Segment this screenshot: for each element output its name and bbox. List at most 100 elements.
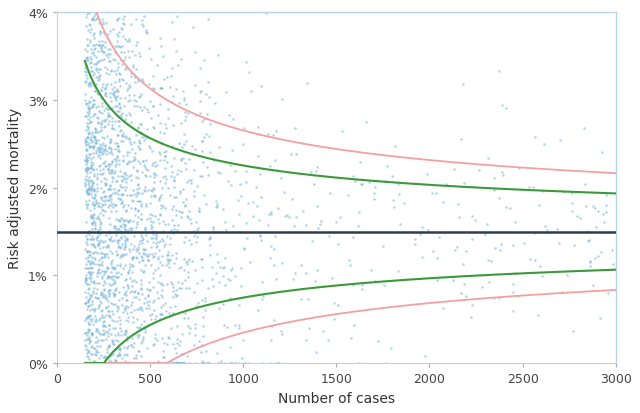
- Point: [91, 85, 101, 92]
- Point: [86, 166, 96, 172]
- Point: [86, 57, 96, 63]
- Point: [106, 259, 116, 266]
- Point: [134, 360, 144, 366]
- Point: [91, 42, 101, 48]
- Point: [81, 276, 92, 282]
- Point: [109, 360, 119, 366]
- Point: [111, 360, 121, 366]
- Point: [120, 331, 130, 337]
- Point: [173, 360, 183, 366]
- Point: [81, 360, 92, 366]
- Point: [92, 171, 102, 178]
- Point: [93, 269, 103, 276]
- Point: [95, 298, 106, 305]
- Point: [177, 169, 187, 175]
- Point: [112, 303, 122, 309]
- Point: [194, 338, 204, 344]
- Point: [83, 326, 93, 332]
- Point: [119, 133, 129, 140]
- Point: [116, 234, 126, 240]
- Point: [114, 16, 124, 23]
- Point: [106, 360, 116, 366]
- Point: [92, 360, 102, 366]
- Point: [82, 157, 92, 164]
- Point: [127, 255, 137, 261]
- Point: [81, 360, 92, 366]
- Point: [603, 290, 613, 297]
- Point: [152, 138, 163, 145]
- Point: [99, 269, 109, 275]
- Point: [120, 222, 130, 229]
- Point: [127, 283, 138, 290]
- Point: [167, 217, 177, 223]
- Point: [99, 360, 109, 366]
- Point: [121, 327, 131, 333]
- Point: [175, 360, 185, 366]
- Point: [148, 342, 158, 349]
- Point: [93, 251, 103, 257]
- Point: [136, 211, 147, 218]
- Point: [95, 210, 106, 217]
- Point: [114, 119, 124, 126]
- Point: [160, 206, 170, 212]
- Point: [84, 269, 94, 276]
- Point: [81, 56, 92, 63]
- Point: [497, 170, 508, 176]
- Point: [580, 181, 591, 188]
- Point: [92, 148, 102, 155]
- Point: [81, 142, 91, 148]
- Point: [182, 261, 192, 267]
- Point: [97, 254, 107, 261]
- Point: [118, 344, 129, 351]
- Point: [93, 360, 103, 366]
- Point: [264, 211, 274, 218]
- Point: [349, 322, 359, 328]
- Point: [137, 107, 147, 114]
- Point: [86, 331, 97, 338]
- Point: [180, 196, 191, 202]
- Point: [250, 184, 260, 190]
- Point: [117, 133, 127, 140]
- Point: [140, 227, 150, 234]
- Point: [121, 179, 131, 185]
- Point: [388, 204, 399, 210]
- Point: [266, 243, 276, 250]
- Point: [147, 149, 157, 155]
- Point: [85, 292, 95, 298]
- Point: [83, 360, 93, 366]
- Point: [100, 360, 110, 366]
- Point: [176, 285, 186, 292]
- Point: [88, 171, 99, 178]
- Point: [81, 138, 92, 145]
- Point: [99, 294, 109, 300]
- Point: [113, 33, 123, 40]
- Point: [143, 293, 153, 299]
- Point: [202, 112, 212, 118]
- Point: [270, 157, 280, 164]
- Point: [127, 360, 138, 366]
- Point: [124, 37, 134, 44]
- Point: [89, 52, 99, 59]
- Point: [90, 360, 100, 366]
- Point: [99, 56, 109, 63]
- Point: [83, 109, 93, 116]
- Point: [500, 105, 511, 112]
- Point: [357, 282, 367, 289]
- Point: [109, 156, 119, 163]
- Point: [82, 349, 92, 356]
- Point: [171, 287, 181, 294]
- Point: [225, 267, 236, 273]
- Point: [178, 360, 188, 366]
- Point: [102, 360, 113, 366]
- Point: [116, 360, 126, 366]
- Point: [88, 150, 99, 157]
- Point: [116, 127, 127, 133]
- Point: [95, 168, 105, 174]
- Point: [109, 360, 119, 366]
- Point: [96, 360, 106, 366]
- Point: [126, 177, 136, 184]
- Point: [104, 145, 115, 152]
- Point: [196, 256, 207, 263]
- Point: [84, 121, 94, 127]
- Point: [169, 195, 179, 201]
